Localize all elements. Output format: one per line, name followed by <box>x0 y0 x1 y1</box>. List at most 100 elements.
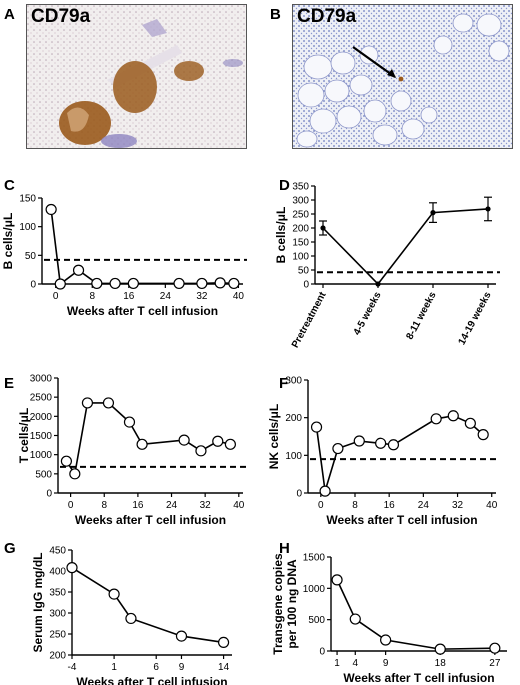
g-x-tick-label: 1 <box>111 662 117 673</box>
c-data-point <box>45 203 57 216</box>
e-x-axis-title: Weeks after T cell infusion <box>75 513 226 527</box>
c-series-line <box>50 209 234 286</box>
c-x-tick-label: 40 <box>233 291 245 302</box>
c-y-tick-label: 0 <box>30 280 36 291</box>
f-y-tick-label: 0 <box>296 489 302 500</box>
f-x-axis-title: Weeks after T cell infusion <box>326 513 477 527</box>
f-y-tick-label: 300 <box>285 376 302 387</box>
e-data-point <box>102 397 115 409</box>
c-x-axis-title: Weeks after T cell infusion <box>67 304 218 318</box>
c-data-point <box>127 277 139 290</box>
d-y-tick-label: 300 <box>292 196 309 207</box>
f-y-axis-title: NK cells/μL <box>267 404 281 469</box>
g-x-axis-title: Weeks after T cell infusion <box>76 675 227 685</box>
h-y-tick-label: 0 <box>319 647 325 658</box>
f-x-tick-label: 32 <box>452 500 464 511</box>
c-y-axis-title: B cells/μL <box>1 213 15 270</box>
f-x-tick-label: 8 <box>352 500 358 511</box>
f-x-tick-label: 0 <box>318 500 324 511</box>
e-y-axis-title: T cells/μL <box>17 408 31 463</box>
f-data-point <box>387 439 400 451</box>
e-x-tick-label: 40 <box>233 500 245 511</box>
h-x-axis-title: Weeks after T cell infusion <box>343 671 494 685</box>
micrograph-b-label: CD79a <box>297 6 357 27</box>
g-y-tick-label: 400 <box>49 567 66 578</box>
panel-letter-d: D <box>279 177 290 194</box>
g-y-tick-label: 250 <box>49 630 66 641</box>
c-data-point <box>196 277 208 290</box>
g-data-point <box>125 612 137 625</box>
d-y-tick-label: 50 <box>298 266 310 277</box>
micrograph-a-image <box>27 5 246 148</box>
e-data-point <box>123 416 136 428</box>
panel-letter-e: E <box>4 375 15 392</box>
f-series-line <box>315 414 484 492</box>
h-y-axis-title-line: per 100 ng DNA <box>285 559 299 649</box>
e-x-tick-label: 24 <box>166 500 178 511</box>
g-y-tick-label: 450 <box>49 546 66 557</box>
f-y-tick-label: 200 <box>285 413 302 424</box>
h-series-line <box>336 579 495 650</box>
c-y-tick-label: 100 <box>19 222 36 233</box>
c-x-tick-label: 16 <box>123 291 135 302</box>
f-x-tick-label: 40 <box>486 500 498 511</box>
e-y-tick-label: 0 <box>46 489 52 500</box>
h-data-point <box>380 634 392 646</box>
e-data-point <box>178 434 190 446</box>
panel-letter-f: F <box>279 375 289 392</box>
g-y-tick-label: 350 <box>49 588 66 599</box>
c-data-point <box>91 277 103 290</box>
e-y-tick-label: 3000 <box>30 374 53 385</box>
e-y-tick-label: 1000 <box>30 450 53 461</box>
c-data-point <box>214 277 226 289</box>
e-series-line <box>65 402 231 476</box>
e-data-point <box>136 438 148 450</box>
e-data-point <box>81 397 94 409</box>
e-y-tick-label: 500 <box>35 469 52 480</box>
d-y-tick-label: 200 <box>292 224 309 235</box>
c-data-point <box>72 264 85 276</box>
d-series-line <box>322 208 489 286</box>
d-category-label: Pretreatment <box>290 290 329 350</box>
f-x-tick-label: 16 <box>384 500 396 511</box>
h-data-point <box>489 642 501 654</box>
h-x-tick-label: 1 <box>334 658 340 669</box>
d-y-tick-label: 350 <box>292 182 309 193</box>
h-x-tick-label: 18 <box>435 658 447 669</box>
g-x-tick-label: 6 <box>153 662 159 673</box>
micrograph-a-label: CD79a <box>31 6 91 27</box>
h-x-tick-label: 4 <box>352 658 358 669</box>
f-data-point <box>332 442 344 455</box>
g-data-point <box>175 630 188 642</box>
c-y-tick-label: 150 <box>19 194 36 205</box>
g-y-tick-label: 200 <box>49 651 66 662</box>
f-data-point <box>353 435 365 447</box>
h-y-tick-label: 1000 <box>303 584 326 595</box>
e-data-point <box>212 435 224 447</box>
f-data-point <box>477 429 489 441</box>
d-y-tick-label: 100 <box>292 252 309 263</box>
d-data-point <box>485 206 491 212</box>
d-category-label: 14-19 weeks <box>457 290 494 347</box>
e-y-tick-label: 2000 <box>30 412 53 423</box>
chart-e: 0 500 1000 1500 2000 2500 3000 0 8 16 24 32 40 Weeks … <box>17 374 247 527</box>
e-data-point <box>60 455 73 467</box>
f-x-tick-label: 24 <box>418 500 430 511</box>
e-data-point <box>224 438 236 450</box>
g-x-tick-label: -4 <box>68 662 77 673</box>
e-y-tick-label: 2500 <box>30 393 53 404</box>
h-x-tick-label: 9 <box>383 658 389 669</box>
micrograph-b: CD79a <box>292 4 513 149</box>
chart-g: 200 250 300 350 400 450 -4 1 6 9 14 Weeks after T c… <box>31 546 232 685</box>
d-data-point <box>320 225 326 231</box>
micrograph-b-image <box>293 5 512 148</box>
c-x-tick-label: 8 <box>89 291 95 302</box>
h-x-tick-label: 27 <box>489 658 501 669</box>
chart-h: 0 500 1000 1500 1 4 9 18 27 Weeks after T cell in… <box>271 553 507 685</box>
d-y-tick-label: 0 <box>303 280 309 291</box>
panel-letter-a: A <box>4 6 15 23</box>
h-y-tick-label: 1500 <box>303 553 326 564</box>
h-data-point <box>331 574 343 586</box>
f-data-point <box>310 421 323 433</box>
d-category-label: 8-11 weeks <box>404 290 438 342</box>
